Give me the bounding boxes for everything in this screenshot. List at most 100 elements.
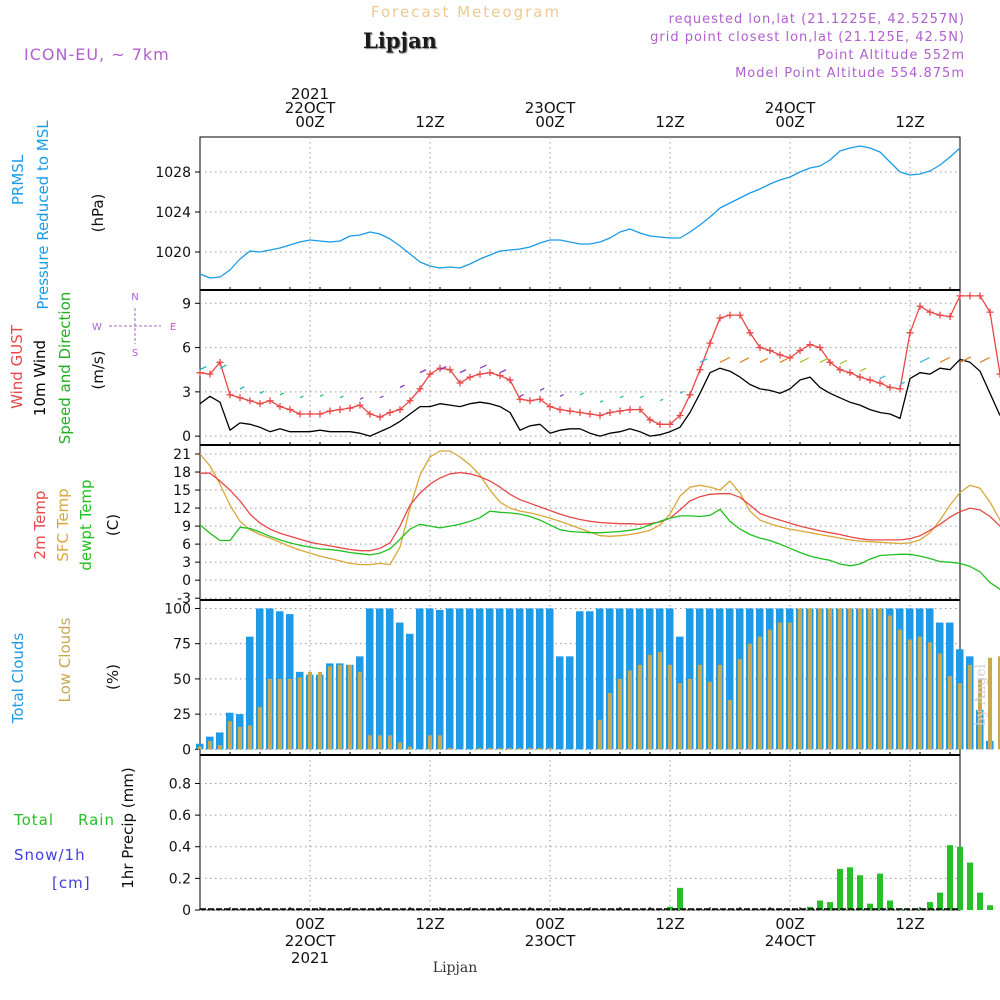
low-cloud-bar — [868, 608, 872, 750]
gust-marker — [336, 406, 344, 414]
wind-arrow — [639, 395, 644, 399]
low-cloud-bar — [398, 742, 402, 750]
total-cloud-bar — [536, 608, 544, 750]
time-label-top: 12Z — [655, 113, 684, 131]
low-cloud-bar — [358, 671, 362, 750]
precip-bar — [847, 867, 853, 910]
low-cloud-bar — [528, 747, 532, 750]
low-cloud-bar — [898, 629, 902, 750]
grid-coords: grid point closest lon,lat (21.125E, 42.… — [650, 30, 965, 45]
wind-arrow — [219, 364, 227, 369]
panel-frame-wind — [199, 289, 961, 446]
low-cloud-bar — [248, 725, 252, 750]
gust-marker — [766, 347, 774, 355]
gust-marker — [306, 410, 314, 418]
precip-bar — [827, 902, 833, 910]
wind-arrow — [419, 369, 427, 374]
compass-s: S — [132, 348, 138, 359]
wind-arrow — [659, 398, 664, 402]
gust-marker — [446, 366, 454, 374]
time-label-bottom: 2021 — [291, 949, 329, 967]
wind-arrow — [579, 392, 585, 396]
gust-marker — [726, 311, 734, 319]
low-cloud-bar — [778, 622, 782, 750]
gust-marker — [776, 351, 784, 359]
y-tick-label: 18 — [173, 465, 191, 481]
low-cloud-bar — [858, 608, 862, 750]
wind-arrow — [939, 356, 951, 363]
time-label-top: 00Z — [535, 113, 564, 131]
gust-marker — [266, 397, 274, 405]
low-cloud-bar — [268, 678, 272, 750]
total-cloud-bar — [256, 608, 264, 750]
gust-marker — [506, 376, 514, 384]
wind-arrow — [339, 395, 344, 399]
low-cloud-bar — [608, 693, 612, 750]
gust-marker — [356, 401, 364, 409]
low-cloud-bar — [218, 745, 222, 750]
gust-marker — [866, 376, 874, 384]
precip-bar — [867, 903, 873, 910]
wind-arrow — [859, 367, 867, 372]
gust-marker — [346, 404, 354, 412]
total-cloud-bar — [616, 608, 624, 750]
gust-marker — [696, 366, 704, 374]
time-label-top: 12Z — [415, 113, 444, 131]
wind-gust-line — [199, 295, 1000, 425]
low-cloud-bar — [648, 654, 652, 750]
gust-marker — [386, 409, 394, 417]
gust-marker — [636, 406, 644, 414]
total-cloud-bar — [476, 608, 484, 750]
gust-marker — [466, 373, 474, 381]
precip-unit: 1hr Precip (mm) — [119, 767, 137, 888]
wind-arrow — [839, 359, 848, 365]
wind-arrow — [499, 369, 507, 374]
low-cloud-bar — [768, 629, 772, 750]
low-cloud-bar — [788, 622, 792, 750]
low-cloud-bar — [388, 735, 392, 750]
y-tick-label: 1020 — [155, 245, 191, 261]
time-label-bottom: 23OCT — [525, 932, 576, 950]
total-cloud-bar — [606, 608, 614, 750]
low-cloud-bar — [808, 608, 812, 750]
temp-unit: (C) — [104, 514, 122, 536]
y-tick-label: 1024 — [155, 205, 191, 221]
y-tick-label: 0.4 — [169, 840, 191, 856]
wind-arrow — [539, 387, 545, 391]
low-cloud-bar — [438, 735, 442, 750]
pressure-line — [199, 145, 961, 279]
low-cloud-bar — [378, 735, 382, 750]
gust-marker — [846, 369, 854, 377]
snow-unit-label: [cm] — [52, 874, 91, 892]
low-cloud-bar — [738, 659, 742, 750]
low-cloud-bar — [718, 664, 722, 750]
low-cloud-bar — [198, 746, 202, 750]
low-cloud-bar — [708, 681, 712, 750]
y-tick-label: 0 — [182, 573, 191, 589]
total-cloud-bar — [386, 608, 394, 750]
gust-marker — [856, 373, 864, 381]
wind-arrow — [479, 364, 487, 369]
total-cloud-bar — [466, 608, 474, 750]
gust-marker — [816, 344, 824, 352]
time-label-top: 12Z — [895, 113, 924, 131]
low-cloud-bar — [448, 747, 452, 750]
low-cloud-bar — [688, 678, 692, 750]
wind-arrow — [619, 395, 624, 399]
low-cloud-bar — [638, 664, 642, 750]
low-cloud-bar — [498, 747, 502, 750]
gust-marker — [206, 370, 214, 378]
y-tick-label: 1028 — [155, 165, 191, 181]
gust-marker — [456, 379, 464, 387]
total-cloud-bar — [686, 608, 694, 750]
compass-cross — [109, 308, 161, 344]
total-cloud-bar — [456, 608, 464, 750]
wind-arrow — [679, 390, 685, 394]
low-cloud-bar — [978, 678, 982, 750]
low-cloud-bar — [338, 664, 342, 750]
gust-marker — [296, 410, 304, 418]
y-tick-label: 12 — [173, 501, 191, 517]
gust-marker — [656, 420, 664, 428]
wind-label: 10m Wind — [31, 340, 49, 416]
